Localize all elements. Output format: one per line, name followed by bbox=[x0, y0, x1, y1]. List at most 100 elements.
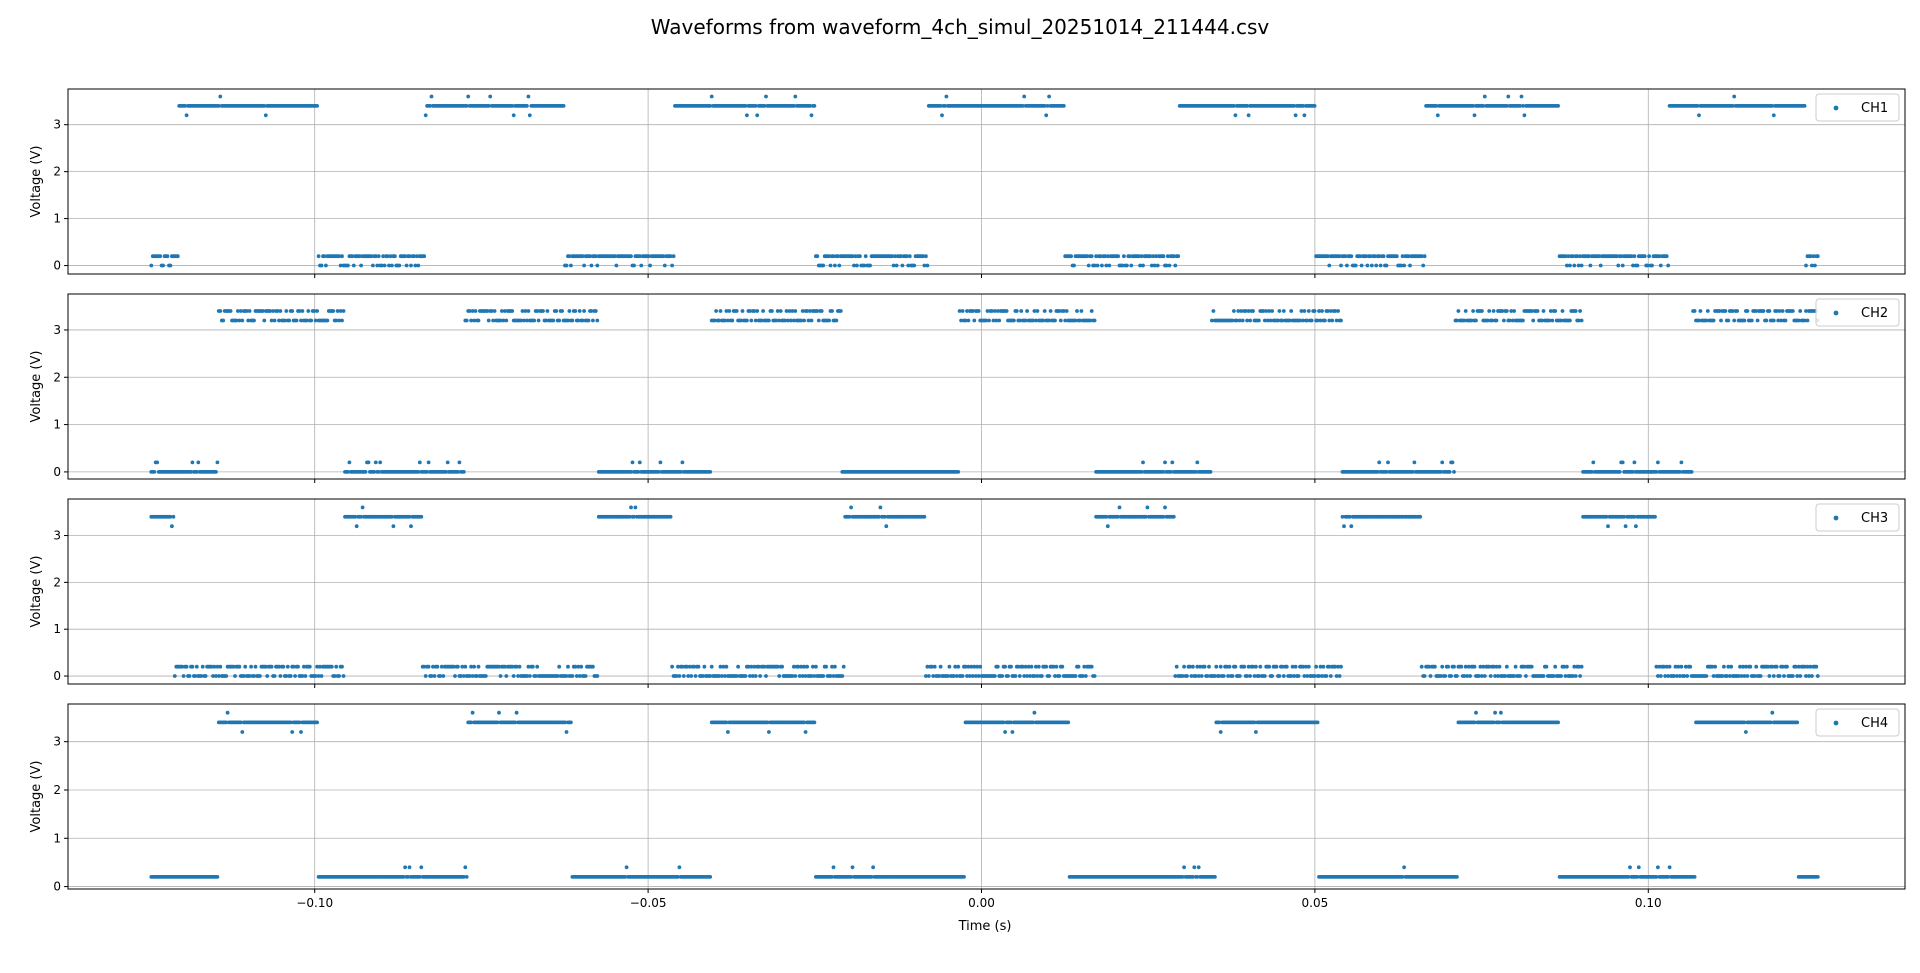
data-point bbox=[1502, 318, 1506, 323]
data-point bbox=[522, 318, 526, 323]
data-point bbox=[516, 674, 520, 678]
data-point bbox=[1723, 309, 1728, 313]
data-point bbox=[1188, 664, 1192, 669]
data-point bbox=[863, 254, 868, 259]
data-point bbox=[833, 263, 837, 268]
data-point bbox=[899, 254, 903, 259]
data-point bbox=[1802, 104, 1807, 108]
data-point bbox=[1205, 674, 1210, 678]
data-point bbox=[821, 263, 826, 268]
data-point bbox=[693, 674, 698, 678]
data-point bbox=[1650, 263, 1654, 268]
data-point bbox=[1491, 664, 1496, 669]
data-point bbox=[1402, 263, 1406, 268]
data-point bbox=[1631, 263, 1635, 268]
data-point bbox=[417, 875, 422, 879]
data-point bbox=[263, 664, 268, 669]
data-point bbox=[525, 318, 529, 323]
data-point bbox=[416, 470, 421, 474]
data-point bbox=[263, 113, 268, 118]
data-point bbox=[1127, 254, 1132, 259]
data-point bbox=[1347, 514, 1352, 519]
data-point bbox=[1735, 309, 1739, 313]
data-point bbox=[1248, 318, 1252, 323]
data-point bbox=[1025, 309, 1029, 313]
data-point bbox=[288, 720, 293, 725]
data-point bbox=[1325, 309, 1330, 313]
data-point bbox=[1490, 318, 1494, 323]
x-tick-label: 0.10 bbox=[1635, 896, 1662, 910]
data-point bbox=[717, 318, 721, 323]
data-point bbox=[152, 470, 157, 474]
data-point bbox=[1705, 309, 1710, 313]
data-point bbox=[1031, 720, 1035, 725]
data-point bbox=[677, 674, 682, 678]
data-point bbox=[1719, 318, 1723, 323]
data-point bbox=[1450, 460, 1455, 465]
data-point bbox=[1302, 309, 1307, 313]
data-point bbox=[882, 514, 887, 519]
data-point bbox=[946, 674, 950, 678]
data-point bbox=[815, 309, 820, 313]
y-axis-label: Voltage (V) bbox=[29, 351, 44, 423]
data-point bbox=[1057, 674, 1062, 678]
data-point bbox=[1349, 524, 1354, 529]
data-point bbox=[1619, 254, 1624, 259]
data-point bbox=[533, 674, 538, 678]
data-point bbox=[1321, 664, 1326, 669]
data-point bbox=[1808, 664, 1813, 669]
data-point bbox=[246, 318, 251, 323]
data-point bbox=[1729, 664, 1734, 669]
data-point bbox=[805, 309, 809, 313]
data-point bbox=[1292, 674, 1296, 678]
data-point bbox=[1230, 674, 1235, 678]
data-point bbox=[470, 309, 475, 313]
data-point bbox=[1717, 309, 1722, 313]
data-point bbox=[527, 674, 532, 678]
data-point bbox=[1678, 470, 1682, 474]
data-point bbox=[1202, 664, 1207, 669]
data-point bbox=[752, 309, 757, 313]
data-point bbox=[591, 664, 595, 669]
data-point bbox=[1349, 254, 1354, 259]
data-point bbox=[460, 664, 465, 669]
data-point bbox=[316, 254, 321, 259]
data-point bbox=[681, 674, 686, 678]
data-point bbox=[1252, 674, 1257, 678]
data-point bbox=[721, 664, 726, 669]
data-point bbox=[316, 674, 321, 678]
data-point bbox=[1042, 104, 1047, 108]
legend-marker bbox=[1833, 105, 1839, 111]
data-point bbox=[668, 514, 673, 519]
data-point bbox=[1521, 318, 1525, 323]
data-point bbox=[1568, 263, 1572, 268]
data-point bbox=[277, 318, 281, 323]
data-point bbox=[456, 470, 460, 474]
data-point bbox=[249, 664, 254, 669]
data-point bbox=[181, 674, 186, 678]
data-point bbox=[435, 664, 440, 669]
data-point bbox=[1522, 664, 1527, 669]
data-point bbox=[1076, 664, 1081, 669]
data-point bbox=[346, 470, 350, 474]
data-point bbox=[717, 674, 721, 678]
data-point bbox=[340, 664, 344, 669]
data-point bbox=[486, 104, 491, 108]
data-point bbox=[636, 470, 641, 474]
data-point bbox=[1028, 674, 1032, 678]
data-point bbox=[287, 318, 292, 323]
data-point bbox=[671, 254, 676, 259]
data-point bbox=[1017, 674, 1022, 678]
data-point bbox=[180, 664, 185, 669]
data-point bbox=[388, 254, 393, 259]
data-point bbox=[278, 674, 283, 678]
data-point bbox=[1531, 318, 1536, 323]
data-point bbox=[591, 318, 595, 323]
data-point bbox=[1711, 318, 1716, 323]
data-point bbox=[1504, 104, 1509, 108]
data-point bbox=[203, 674, 208, 678]
data-point bbox=[500, 309, 504, 313]
data-point bbox=[566, 664, 570, 669]
data-point bbox=[1009, 720, 1013, 725]
data-point bbox=[285, 664, 290, 669]
